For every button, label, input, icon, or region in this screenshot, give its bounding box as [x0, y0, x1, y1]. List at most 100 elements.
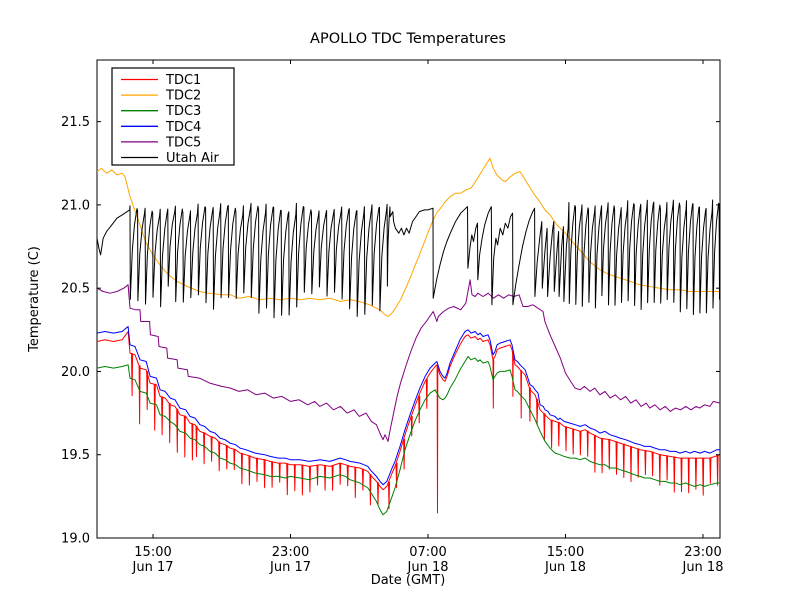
series-tdc1-spike: [388, 481, 390, 509]
series-tdc1-spike: [680, 457, 683, 493]
x-tick-label-time: 23:00: [272, 545, 309, 560]
series-tdc1-spike: [528, 387, 531, 422]
series-tdc1-spike: [694, 457, 697, 490]
y-tick-label: 21.0: [61, 198, 90, 213]
plot-border: [96, 59, 721, 539]
y-tick-label: 19.5: [61, 448, 90, 463]
series-tdc1-spike: [644, 450, 647, 476]
series-tdc1-spike: [593, 434, 596, 473]
series-tdc1-spike: [183, 415, 186, 458]
series-tdc1-spike: [687, 457, 690, 494]
series-utah-air: [97, 199, 720, 319]
x-tick-label-date: Jun 18: [681, 560, 723, 575]
series-tdc1-spike: [658, 454, 661, 486]
series-tdc1-spike: [308, 465, 311, 493]
x-tick-label-time: 15:00: [547, 545, 584, 560]
series-tdc1-spike: [331, 465, 334, 491]
series-tdc1-spike: [210, 436, 213, 462]
series-tdc1-spike: [395, 462, 398, 489]
series-tdc1-spike: [248, 455, 251, 486]
y-tick-label: 20.0: [61, 365, 90, 380]
series-tdc1-spike: [543, 413, 546, 441]
series-tdc1-spike: [651, 451, 654, 477]
series-tdc1-spike: [565, 426, 567, 452]
series-tdc1-spike: [637, 448, 640, 478]
series-tdc1-spike: [138, 365, 141, 425]
series-tdc1-spike: [225, 445, 228, 470]
y-tick-label: 21.5: [61, 115, 90, 130]
y-tick-label: 20.5: [61, 282, 90, 297]
series-tdc1-spike: [709, 457, 712, 484]
series-tdc1-spike: [586, 430, 589, 457]
y-tick-label: 19.0: [61, 532, 90, 547]
x-axis-label: Date (GMT): [371, 573, 446, 588]
series-tdc1-spike: [536, 398, 539, 426]
series-tdc1-spike: [203, 432, 206, 465]
series-tdc1-spike: [550, 419, 553, 449]
series-tdc1-spike: [240, 453, 243, 485]
series-tdc1-spike: [346, 464, 349, 487]
series-tdc1-spike: [702, 457, 705, 496]
series-tdc1-spike: [716, 455, 719, 486]
series-tdc1-spike: [369, 474, 372, 506]
series-tdc1-spike: [316, 464, 319, 486]
series-tdc1-spike: [403, 438, 406, 470]
legend-label: TDC2: [165, 89, 201, 104]
series-tdc1-spike: [572, 428, 575, 455]
series-tdc1-spike: [354, 466, 357, 498]
x-tick-label-date: Jun 17: [132, 560, 174, 575]
series-tdc1-spike: [168, 402, 171, 444]
x-tick-label-date: Jun 18: [544, 560, 586, 575]
legend-label: TDC1: [165, 73, 201, 88]
series-tdc1-spike: [615, 441, 618, 475]
series-tdc1-spike: [233, 448, 236, 471]
x-tick-label-time: 07:00: [409, 545, 446, 560]
series-tdc1-spike: [418, 395, 421, 424]
series-tdc1-spike: [153, 383, 156, 431]
series-tdc1-spike: [176, 408, 179, 453]
series-tdc1-spike: [622, 443, 625, 478]
series-layer: [97, 157, 720, 516]
series-tdc1-spike: [579, 430, 582, 456]
series-tdc1-spike: [339, 462, 342, 485]
series-tdc1-spike: [512, 351, 514, 397]
series-tdc1-spike: [131, 353, 134, 397]
series-tdc1-spike: [146, 371, 149, 410]
series-tdc1-spike: [301, 464, 304, 496]
series-tdc1-spike: [324, 465, 327, 491]
x-tick-label-time: 15:00: [134, 545, 171, 560]
y-axis-label: Temperature (C): [27, 246, 42, 353]
x-tick-label-date: Jun 17: [269, 560, 311, 575]
series-tdc1-spike: [630, 446, 632, 482]
series-tdc1-spike: [191, 423, 194, 461]
legend-label: TDC3: [165, 104, 201, 119]
series-tdc1-spike: [601, 437, 604, 474]
series-tdc1-spike: [436, 364, 439, 514]
series-tdc1-spike: [425, 378, 428, 409]
series-tdc1-spike: [256, 457, 258, 482]
legend-label: TDC5: [165, 135, 201, 150]
series-tdc5: [97, 279, 720, 442]
legend-label: Utah Air: [166, 151, 219, 166]
series-tdc1-spike: [410, 415, 413, 437]
legend-item-tdc1: TDC1: [121, 73, 201, 88]
series-tdc1-spike: [293, 464, 296, 492]
legend-label: TDC4: [165, 120, 201, 135]
series-tdc1: [97, 331, 720, 491]
series-tdc1-spike: [218, 441, 221, 472]
series-tdc1-spike: [608, 439, 611, 470]
series-tdc1-spike: [271, 461, 274, 488]
series-tdc1-spike: [666, 455, 669, 481]
series-tdc1-spike: [195, 425, 198, 458]
x-tick-label-date: Jun 18: [407, 560, 449, 575]
series-tdc1-spike: [492, 359, 495, 409]
series-tdc1-spike: [377, 482, 379, 506]
series-tdc4: [97, 326, 720, 486]
legend-box: [111, 67, 235, 166]
chart-title: APOLLO TDC Temperatures: [310, 31, 506, 47]
series-tdc1-spike: [557, 422, 560, 447]
series-tdc1-spike: [161, 396, 164, 436]
